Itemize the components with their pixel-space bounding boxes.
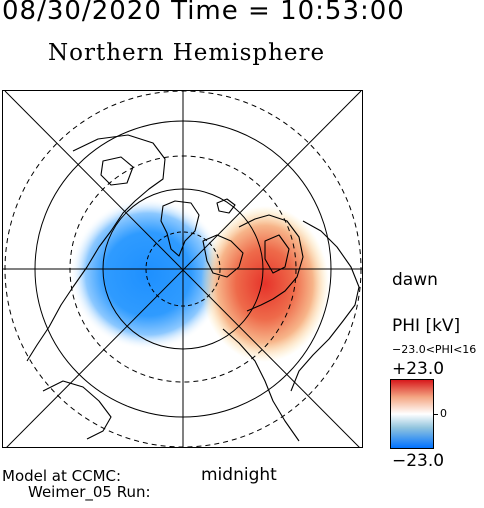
coastline-north-america	[26, 134, 166, 362]
meridian-diagonal-2	[6, 91, 362, 447]
potential-colorbar	[390, 379, 434, 449]
coastline-asia-east	[222, 328, 300, 442]
coastline-greenland	[160, 200, 200, 257]
dawn-label: dawn	[392, 270, 438, 290]
midnight-label: midnight	[201, 465, 277, 485]
polar-potential-map	[3, 91, 362, 447]
coastline-arctic-islands	[202, 234, 244, 278]
legend-zero-label: 0	[440, 407, 447, 420]
model-credit-line: Model at CCMC:	[2, 467, 122, 485]
coastline-hudson-bay	[100, 156, 134, 186]
legend-min-label: −23.0	[392, 451, 445, 471]
legend-quantity-label: PHI [kV]	[392, 316, 461, 336]
legend-range-label: −23.0<PHI<16	[392, 343, 477, 356]
colorbar-zero-tick	[434, 414, 438, 415]
hemisphere-title: Northern Hemisphere	[48, 40, 326, 66]
coastline-scandinavia	[264, 234, 290, 274]
date-time-title: 08/30/2020 Time = 10:53:00	[2, 0, 405, 26]
coastline-europe	[238, 214, 304, 312]
coastline-iceland	[216, 198, 236, 214]
negative-potential-cell	[70, 198, 226, 350]
run-credit-line: Weimer_05 Run:	[28, 483, 151, 501]
legend-max-label: +23.0	[392, 359, 445, 379]
polar-map-frame	[2, 90, 363, 448]
coastline-alaska	[42, 380, 112, 440]
positive-potential-cell	[201, 206, 329, 362]
coastline-russia	[290, 220, 360, 392]
